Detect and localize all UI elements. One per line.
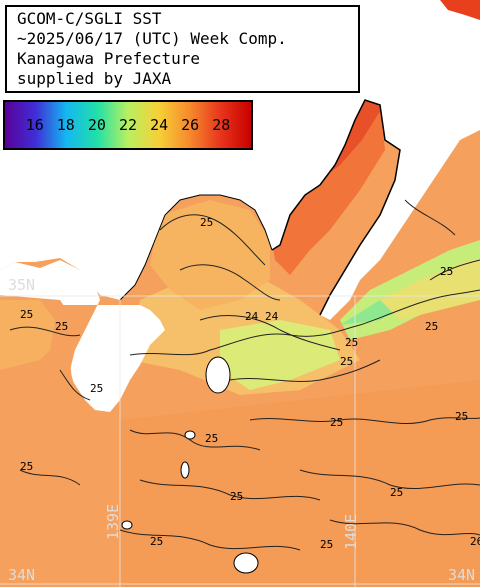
island-oshima bbox=[205, 356, 231, 394]
island-niijima bbox=[180, 461, 190, 479]
longitude-label-139e: 139E bbox=[104, 503, 122, 540]
contour-label: 25 bbox=[330, 416, 343, 429]
island-miyakejima bbox=[233, 552, 259, 574]
colorbar-tick: 18 bbox=[56, 116, 75, 134]
contour-label: 25 bbox=[425, 320, 438, 333]
contour-label: 24 bbox=[265, 310, 279, 323]
contour-label: 25 bbox=[320, 538, 333, 551]
colorbar-legend: 16 18 20 22 24 26 28 bbox=[3, 100, 253, 150]
contour-label: 24 bbox=[245, 310, 259, 323]
contour-label: 25 bbox=[20, 308, 33, 321]
contour-label: 26 bbox=[470, 535, 480, 548]
longitude-label-140e: 140E bbox=[342, 513, 360, 550]
title-line-2: ~2025/06/17 (UTC) Week Comp. bbox=[17, 29, 287, 48]
island-kozushima bbox=[121, 520, 133, 530]
title-panel: GCOM-C/SGLI SST ~2025/06/17 (UTC) Week C… bbox=[5, 5, 360, 93]
latitude-label-34n-right: 34N bbox=[448, 566, 476, 584]
contour-labels: 25 25 25 24 24 25 25 25 25 25 25 25 25 25 25 25 25 25 26 bbox=[20, 216, 480, 551]
colorbar-tick: 26 bbox=[181, 116, 200, 134]
isotherm-contours bbox=[9, 199, 480, 551]
title-line-3: Kanagawa Prefecture bbox=[17, 49, 201, 68]
tokyo-bay-coast bbox=[271, 99, 401, 316]
colorbar-tick: 20 bbox=[87, 116, 106, 134]
colorbar-tick: 24 bbox=[150, 116, 169, 134]
colorbar-gradient bbox=[5, 102, 251, 148]
contour-label: 25 bbox=[345, 336, 358, 349]
colorbar-tick: 16 bbox=[25, 116, 44, 134]
contour-label: 25 bbox=[90, 382, 103, 395]
latitude-label-34n-left: 34N bbox=[8, 566, 36, 584]
title-line-1: GCOM-C/SGLI SST bbox=[17, 9, 162, 28]
tokyo-bay-warm bbox=[270, 105, 385, 275]
graticule bbox=[0, 295, 480, 587]
corner-hot-patch bbox=[440, 0, 480, 20]
title-line-4: supplied by JAXA bbox=[17, 69, 172, 88]
contour-label: 25 bbox=[390, 486, 403, 499]
colorbar-tick-labels: 16 18 20 22 24 26 28 bbox=[5, 116, 251, 134]
sea-south-warm bbox=[120, 380, 480, 587]
contour-label: 25 bbox=[230, 490, 243, 503]
land-izu-west bbox=[0, 0, 165, 412]
suruga-bay-pale bbox=[0, 300, 55, 370]
contour-label: 25 bbox=[150, 535, 163, 548]
contour-label: 25 bbox=[440, 265, 453, 278]
contour-label: 25 bbox=[340, 355, 353, 368]
contour-label: 25 bbox=[455, 410, 468, 423]
latitude-label-35n: 35N bbox=[8, 276, 36, 294]
contour-label: 25 bbox=[20, 460, 33, 473]
contour-label: 25 bbox=[205, 432, 218, 445]
colorbar-tick: 22 bbox=[118, 116, 138, 134]
sagami-bay-inner bbox=[150, 200, 270, 310]
contour-label: 25 bbox=[200, 216, 213, 229]
colorbar-tick: 28 bbox=[212, 116, 231, 134]
sagami-coast bbox=[119, 194, 273, 301]
outer-cool-band bbox=[380, 260, 480, 320]
island-toshima bbox=[184, 430, 196, 440]
contour-label: 25 bbox=[55, 320, 68, 333]
